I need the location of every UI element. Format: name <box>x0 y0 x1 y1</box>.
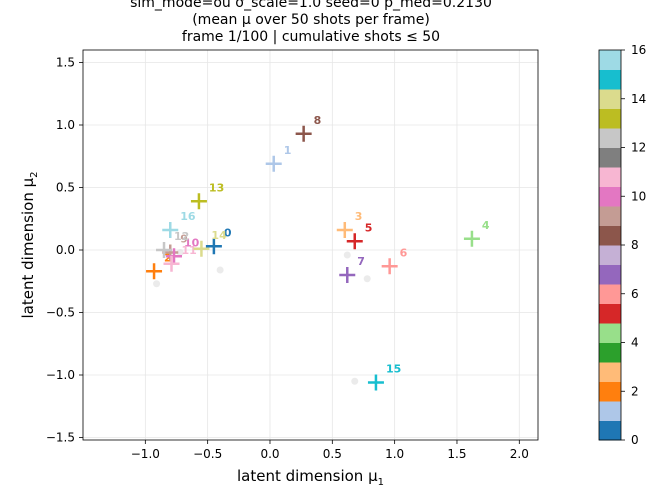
colorbar-segment <box>599 420 621 441</box>
marker-label: 12 <box>174 230 189 243</box>
colorbar-tick-label: 0 <box>631 433 639 447</box>
colorbar-segment <box>599 108 621 129</box>
faint-point <box>363 275 371 283</box>
colorbar-tick-label: 4 <box>631 336 639 350</box>
y-tick-label: −1.0 <box>46 368 75 382</box>
marker-label: 0 <box>224 226 232 239</box>
marker-8: 8 <box>295 114 322 142</box>
marker-label: 9 <box>180 233 188 246</box>
colorbar-tick-label: 16 <box>631 43 646 57</box>
x-axis-label: latent dimension μ1 <box>237 467 384 488</box>
colorbar: 0 2 4 6 8 10 12 14 16 <box>598 43 646 447</box>
colorbar-segment <box>599 264 621 285</box>
marker-label: 11 <box>182 244 197 257</box>
marker-7: 7 <box>339 255 365 283</box>
marker-label: 16 <box>180 210 196 223</box>
colorbar-segment <box>599 401 621 421</box>
y-tick-label: −1.5 <box>46 431 75 445</box>
grid-lines <box>83 50 538 440</box>
colorbar-tick-label: 2 <box>631 384 639 398</box>
colorbar-segment <box>599 362 621 382</box>
colorbar-tick-label: 14 <box>631 92 646 106</box>
x-axis-ticks: −1.0 −0.5 0.0 0.5 1.0 1.5 2.0 <box>131 440 529 461</box>
marker-3: 3 <box>336 210 363 238</box>
colorbar-segment <box>599 303 621 324</box>
colorbar-tick-label: 6 <box>631 287 639 301</box>
colorbar-segment <box>599 323 621 343</box>
colorbar-segment <box>599 284 621 304</box>
marker-11: 11 <box>163 244 197 272</box>
faint-point <box>216 266 224 274</box>
marker-label: 4 <box>482 219 490 232</box>
y-tick-label: 1.5 <box>56 56 75 70</box>
y-tick-label: 1.0 <box>56 118 75 132</box>
marker-label: 10 <box>184 236 200 249</box>
marker-0: 0 <box>205 226 232 255</box>
x-tick-label: 1.5 <box>447 447 466 461</box>
x-tick-label: 0.5 <box>323 447 342 461</box>
x-tick-label: 2.0 <box>510 447 529 461</box>
colorbar-segment <box>599 186 621 207</box>
x-tick-label: −0.5 <box>193 447 222 461</box>
colorbar-segment <box>599 50 621 70</box>
marker-13: 13 <box>190 181 224 210</box>
y-tick-label: 0.0 <box>56 243 75 257</box>
y-tick-label: 0.5 <box>56 181 75 195</box>
faint-point <box>351 377 359 385</box>
marker-label: 8 <box>314 114 322 127</box>
colorbar-segment <box>599 225 621 246</box>
faint-point <box>153 280 161 288</box>
colorbar-tick-label: 8 <box>631 238 639 252</box>
colorbar-segment <box>599 128 621 148</box>
marker-16: 16 <box>162 210 196 238</box>
plot-frame <box>82 49 539 441</box>
faint-point <box>343 251 351 259</box>
marker-label: 7 <box>357 255 365 268</box>
marker-label: 5 <box>365 221 373 234</box>
title-line: (mean μ over 50 shots per frame) <box>192 12 430 28</box>
colorbar-segment <box>599 206 621 226</box>
x-tick-label: 1.0 <box>385 447 404 461</box>
colorbar-segment <box>599 167 621 187</box>
marker-10: 10 <box>166 236 200 265</box>
colorbar-segment <box>599 381 621 402</box>
faint-point <box>176 249 184 256</box>
title-line: sim_mode=ou σ_scale=1.0 seed=0 p_med=0.2… <box>130 0 492 11</box>
colorbar-segment <box>599 147 621 168</box>
y-axis-ticks: −1.5 −1.0 −0.5 0.0 0.5 1.0 1.5 <box>46 56 83 445</box>
colorbar-tick-label: 10 <box>631 189 646 203</box>
marker-label: 15 <box>386 363 401 376</box>
colorbar-segment <box>599 69 621 90</box>
colorbar-tick-label: 12 <box>631 141 646 155</box>
marker-label: 1 <box>284 144 292 157</box>
marker-2: 2 <box>146 251 172 280</box>
x-tick-label: 0.0 <box>260 447 279 461</box>
marker-12: 12 <box>156 230 189 258</box>
y-tick-label: −0.5 <box>46 306 75 320</box>
colorbar-segment <box>599 245 621 265</box>
marker-4: 4 <box>463 219 490 247</box>
marker-1: 1 <box>265 144 292 172</box>
marker-15: 15 <box>367 363 401 391</box>
x-tick-label: −1.0 <box>131 447 160 461</box>
chart-title: sim_mode=ou σ_scale=1.0 seed=0 p_med=0.2… <box>130 0 492 45</box>
y-axis-label: latent dimension μ2 <box>19 171 40 318</box>
title-line: frame 1/100 | cumulative shots ≤ 50 <box>182 29 440 45</box>
colorbar-segment <box>599 89 621 109</box>
marker-6: 6 <box>381 246 408 275</box>
faint-points <box>153 249 371 385</box>
marker-label: 13 <box>209 181 224 194</box>
marker-5: 5 <box>346 221 373 250</box>
marker-14: 14 <box>193 229 227 257</box>
marker-label: 3 <box>355 210 363 223</box>
colorbar-segment <box>599 342 621 363</box>
marker-label: 14 <box>211 229 227 242</box>
marker-label: 2 <box>164 251 172 264</box>
marker-label: 6 <box>400 246 408 259</box>
